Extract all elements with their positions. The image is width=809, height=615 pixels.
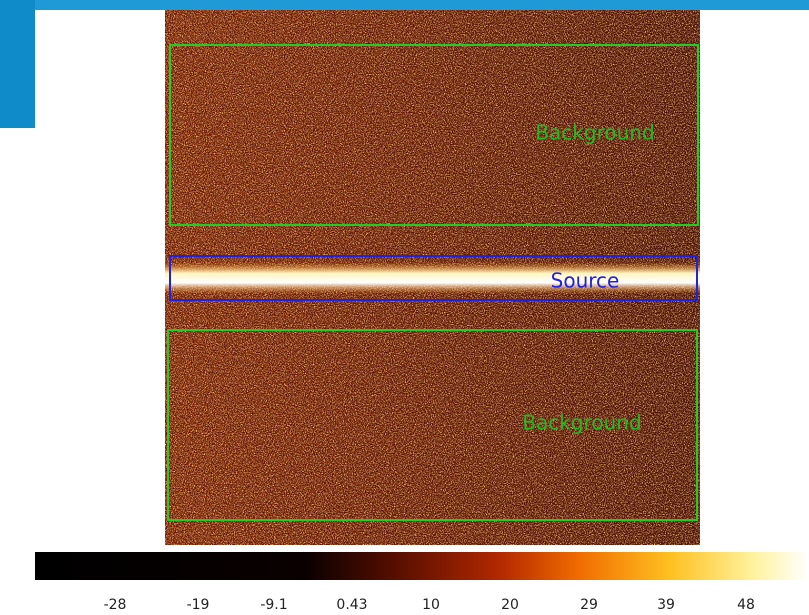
- colorbar: [35, 552, 809, 580]
- colorbar-tick-label: 10: [422, 597, 440, 613]
- colorbar-tick-label: 29: [580, 597, 598, 613]
- region-label: Background: [535, 121, 654, 145]
- colorbar-tick-label: -28: [104, 597, 127, 613]
- colorbar-tick-label: -9.1: [260, 597, 287, 613]
- source-streak: [165, 262, 700, 294]
- colorbar-tick-label: 20: [501, 597, 519, 613]
- region-label: Background: [522, 411, 641, 435]
- region-label: Source: [551, 269, 620, 293]
- background-region[interactable]: [167, 329, 698, 521]
- image: [165, 10, 700, 545]
- colorbar-tick-label: 48: [737, 597, 755, 613]
- colorbar-ticks: -28 -19 -9.1 0.43 10 20 29 39 48: [104, 597, 755, 613]
- colorbar-tick-label: -19: [187, 597, 210, 613]
- source-region[interactable]: [169, 255, 698, 301]
- background-region[interactable]: [169, 44, 699, 226]
- colorbar-tick-label: 39: [657, 597, 675, 613]
- colorbar-tick-label: 0.43: [336, 597, 367, 613]
- side-tab: [0, 0, 35, 128]
- header-band: [35, 0, 809, 10]
